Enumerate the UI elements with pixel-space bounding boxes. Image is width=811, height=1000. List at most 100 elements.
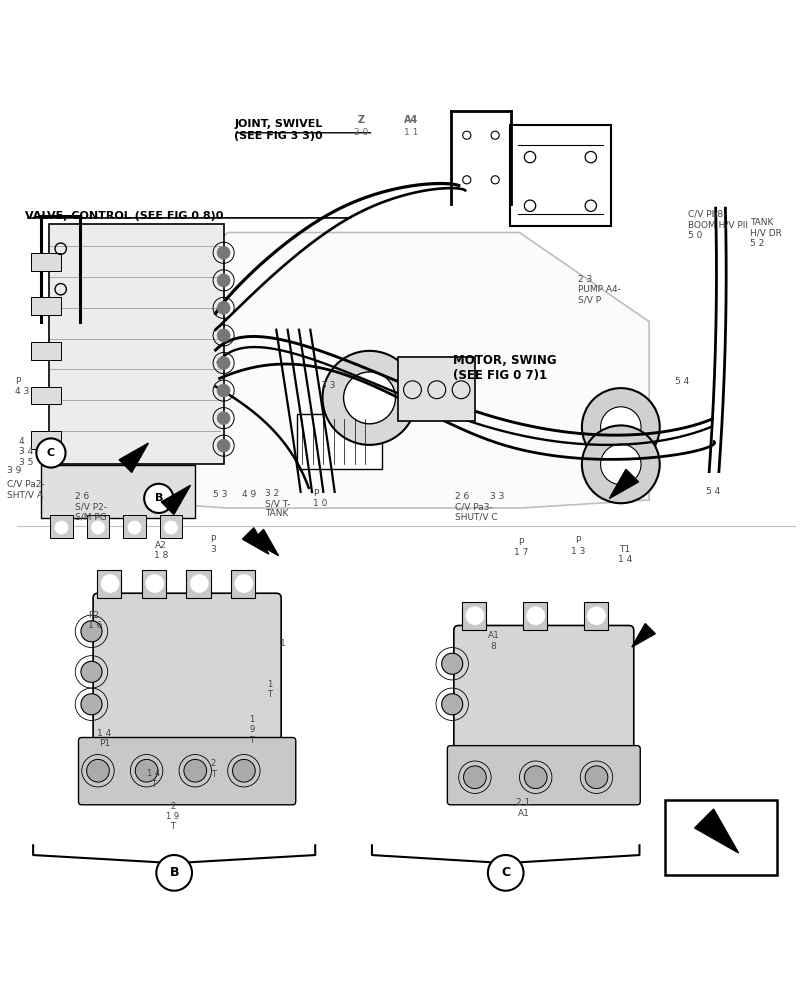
Circle shape: [144, 484, 173, 513]
Text: C/V Pa2-
SHT/V A: C/V Pa2- SHT/V A: [7, 480, 45, 499]
Polygon shape: [631, 624, 654, 647]
Circle shape: [101, 575, 119, 592]
Text: TANK
H/V DR
5 2: TANK H/V DR 5 2: [749, 218, 781, 248]
Bar: [31, 431, 62, 449]
Text: VALVE, CONTROL (SEE FIG 0 8)0: VALVE, CONTROL (SEE FIG 0 8)0: [25, 211, 223, 221]
Bar: [522, 602, 547, 630]
Text: P2
1 6: P2 1 6: [88, 611, 102, 630]
Bar: [123, 515, 146, 538]
Text: A1
8: A1 8: [487, 631, 499, 651]
Text: MOTOR, SWING
(SEE FIG 0 7)1: MOTOR, SWING (SEE FIG 0 7)1: [453, 354, 556, 382]
Circle shape: [183, 759, 206, 782]
Text: 5 4: 5 4: [705, 487, 719, 496]
Circle shape: [441, 653, 462, 674]
Bar: [296, 414, 381, 469]
Text: 1: 1: [280, 639, 285, 648]
Circle shape: [524, 766, 547, 789]
Text: JOINT, SWIVEL
(SEE FIG 3 3)0: JOINT, SWIVEL (SEE FIG 3 3)0: [234, 119, 323, 141]
Circle shape: [581, 388, 659, 466]
Text: P
1 0: P 1 0: [312, 489, 327, 508]
Circle shape: [217, 246, 230, 259]
Text: 5 4: 5 4: [674, 377, 689, 386]
Polygon shape: [242, 528, 268, 554]
Circle shape: [217, 329, 230, 342]
Circle shape: [343, 372, 395, 424]
Bar: [142, 570, 166, 598]
Text: P
1 3: P 1 3: [570, 536, 584, 556]
Polygon shape: [114, 232, 648, 508]
Circle shape: [217, 274, 230, 287]
Bar: [583, 602, 607, 630]
Bar: [160, 515, 182, 538]
Bar: [31, 387, 62, 404]
Circle shape: [92, 521, 105, 534]
Bar: [97, 570, 122, 598]
Circle shape: [526, 607, 544, 625]
Circle shape: [55, 521, 68, 534]
Text: A4: A4: [403, 115, 418, 125]
Text: T1
1 4: T1 1 4: [617, 545, 631, 564]
Circle shape: [165, 521, 177, 534]
Circle shape: [217, 439, 230, 452]
Text: 3 3: 3 3: [320, 381, 335, 390]
Circle shape: [190, 575, 208, 592]
Text: 1 1: 1 1: [403, 128, 418, 137]
Circle shape: [36, 438, 66, 468]
Circle shape: [146, 575, 164, 592]
Circle shape: [581, 425, 659, 503]
Circle shape: [587, 607, 605, 625]
Circle shape: [217, 384, 230, 397]
Circle shape: [232, 759, 255, 782]
Text: 5 3: 5 3: [212, 490, 227, 499]
Bar: [31, 297, 62, 315]
Circle shape: [135, 759, 158, 782]
Circle shape: [466, 607, 483, 625]
Bar: [186, 570, 210, 598]
Text: P
1 7: P 1 7: [513, 538, 528, 557]
Circle shape: [217, 301, 230, 314]
Text: 1
9
T: 1 9 T: [249, 715, 255, 745]
Bar: [31, 342, 62, 360]
Circle shape: [600, 444, 640, 485]
FancyBboxPatch shape: [447, 746, 640, 805]
Text: B: B: [169, 866, 178, 879]
Text: Z: Z: [358, 115, 364, 125]
Text: 2
T: 2 T: [210, 759, 216, 779]
Polygon shape: [608, 469, 637, 498]
Bar: [50, 515, 73, 538]
Bar: [87, 515, 109, 538]
Circle shape: [128, 521, 141, 534]
Text: C/V Pb8-
BOOM H/V PII
5 0: C/V Pb8- BOOM H/V PII 5 0: [687, 210, 747, 240]
Text: 2 6
C/V Pa3-
SHUT/V C: 2 6 C/V Pa3- SHUT/V C: [454, 492, 496, 522]
Text: 2 0: 2 0: [354, 128, 368, 137]
Circle shape: [157, 855, 191, 891]
FancyBboxPatch shape: [93, 593, 281, 742]
Text: C: C: [500, 866, 509, 879]
Circle shape: [322, 351, 416, 445]
Circle shape: [487, 855, 523, 891]
Text: 3 3: 3 3: [490, 492, 504, 501]
Bar: [397, 357, 474, 421]
Text: 2 6
S/V P2-
S/M PG: 2 6 S/V P2- S/M PG: [75, 492, 107, 522]
Text: P
4 3: P 4 3: [15, 377, 29, 396]
Circle shape: [234, 575, 252, 592]
Circle shape: [600, 407, 640, 447]
Polygon shape: [252, 529, 278, 556]
Polygon shape: [694, 809, 738, 853]
Bar: [31, 253, 62, 271]
Bar: [461, 602, 486, 630]
Circle shape: [585, 766, 607, 789]
Circle shape: [463, 766, 486, 789]
Polygon shape: [119, 443, 148, 472]
Text: 3 9: 3 9: [7, 466, 22, 475]
Circle shape: [217, 412, 230, 425]
Circle shape: [81, 694, 102, 715]
Text: B: B: [154, 493, 163, 503]
Text: 2
1 9
T: 2 1 9 T: [165, 802, 179, 831]
FancyBboxPatch shape: [453, 625, 633, 766]
Bar: [41, 465, 195, 518]
Text: 2 1
A1: 2 1 A1: [516, 798, 530, 818]
Circle shape: [217, 357, 230, 369]
Bar: [509, 125, 611, 226]
Text: 1 4
P1: 1 4 P1: [97, 729, 111, 748]
